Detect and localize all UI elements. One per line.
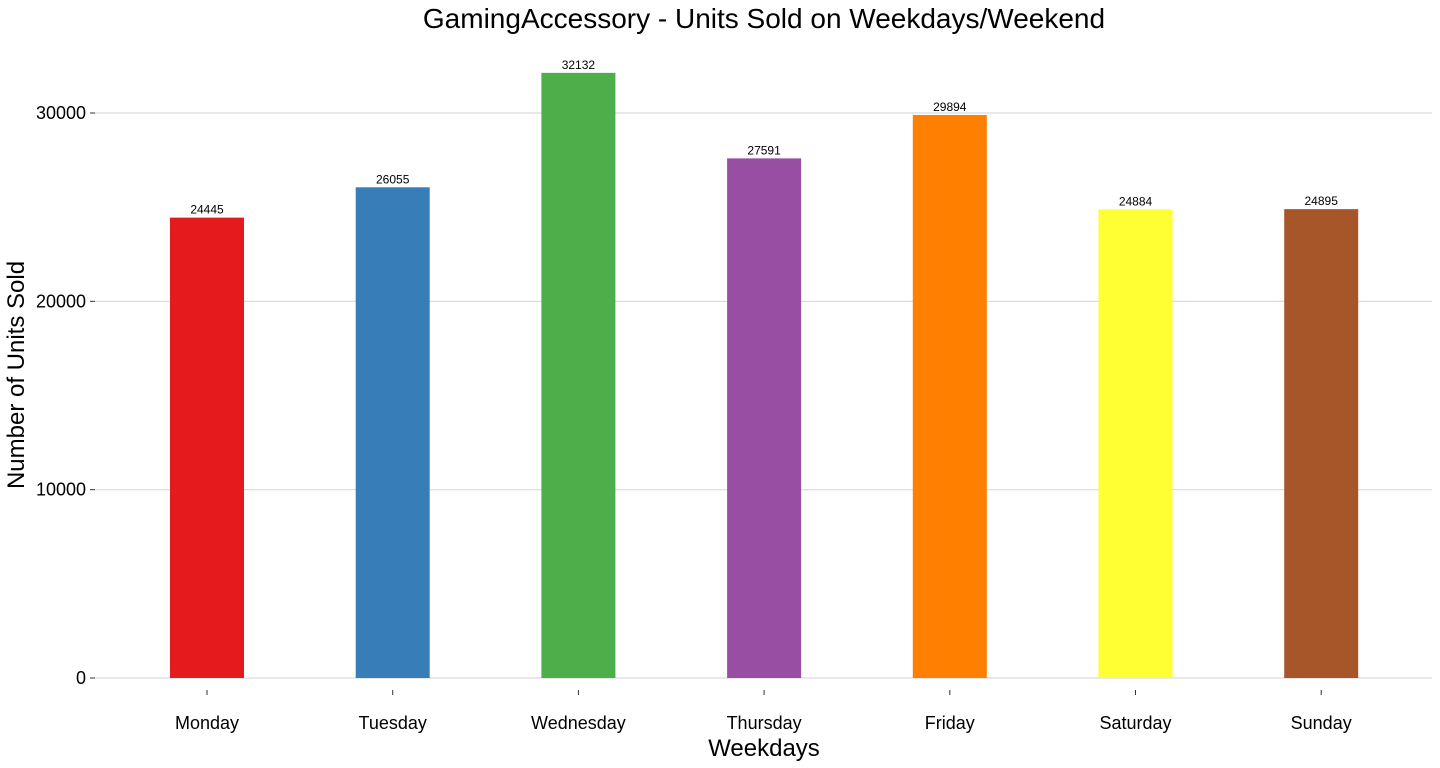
data-label: 27591: [747, 143, 781, 157]
x-tick-label: Wednesday: [531, 713, 626, 733]
data-label: 32132: [562, 58, 596, 72]
x-tick-label: Friday: [925, 713, 975, 733]
data-label-layer: 24445 26055 32132 27591 29894 24884 24895: [190, 58, 1338, 217]
bar-tuesday: [355, 187, 430, 679]
y-tick-label: 10000: [36, 480, 86, 500]
y-tick-label: 20000: [36, 291, 86, 311]
bar-sunday: [1284, 209, 1359, 678]
bar-wednesday: [541, 72, 616, 678]
x-axis-title: Weekdays: [708, 735, 820, 762]
x-tick-label: Saturday: [1099, 713, 1171, 733]
bar-thursday: [727, 158, 802, 678]
bar-saturday: [1098, 209, 1173, 679]
y-tick-label: 0: [76, 668, 86, 688]
data-label: 29894: [933, 100, 967, 114]
y-axis-title: Number of Units Sold: [3, 261, 30, 489]
x-tick-label: Tuesday: [359, 713, 427, 733]
bar-friday: [912, 114, 987, 678]
data-label: 24895: [1305, 194, 1339, 208]
x-axis: Monday Tuesday Wednesday Thursday Friday Satu…: [175, 690, 1352, 733]
data-label: 24445: [190, 203, 224, 217]
chart-title: GamingAccessory - Units Sold on Weekdays…: [423, 3, 1105, 34]
x-tick-label: Sunday: [1291, 713, 1352, 733]
bar-monday: [170, 217, 244, 678]
y-axis: 0 10000 20000 30000: [36, 103, 95, 688]
x-tick-label: Monday: [175, 713, 239, 733]
x-tick-label: Thursday: [727, 713, 802, 733]
y-tick-label: 30000: [36, 103, 86, 123]
data-label: 26055: [376, 172, 410, 186]
bar-layer: [170, 72, 1359, 679]
data-label: 24884: [1119, 194, 1153, 208]
